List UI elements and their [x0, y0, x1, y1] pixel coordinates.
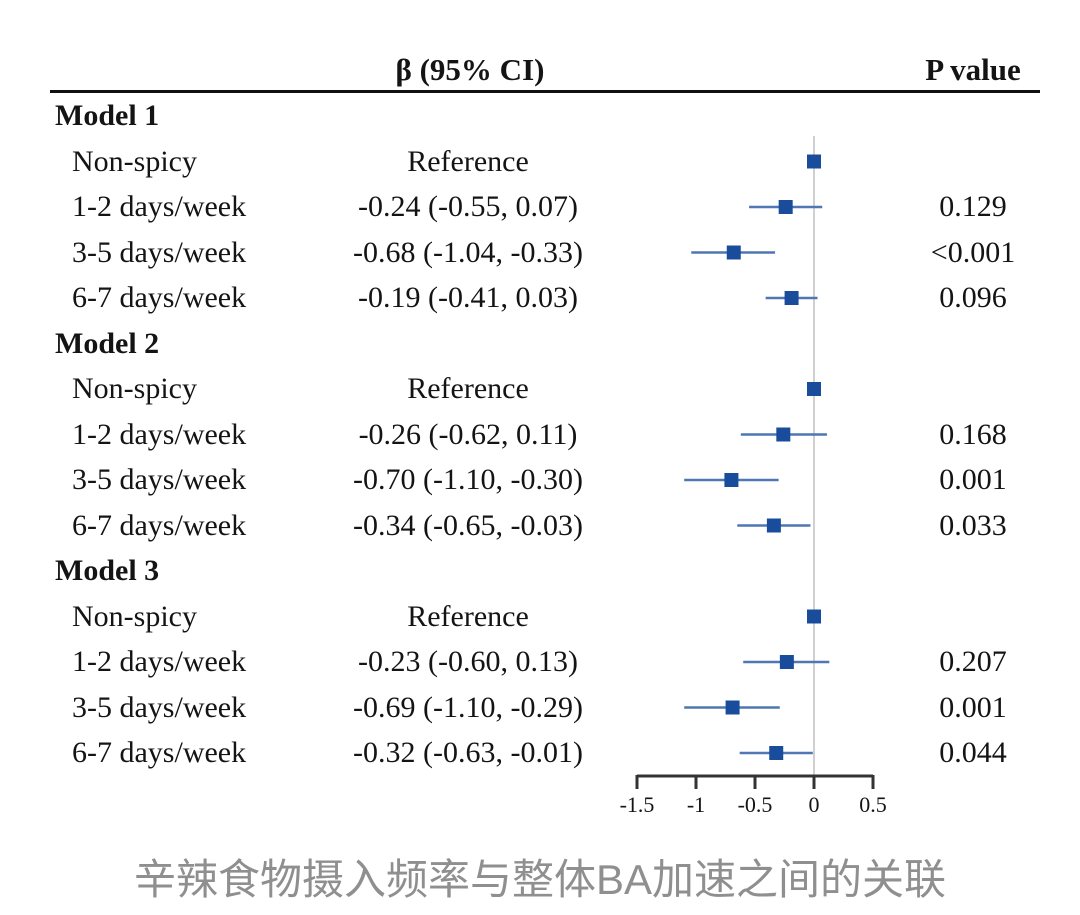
table-row: Non-spicy Reference	[0, 139, 1080, 185]
beta-ci-value: -0.32 (-0.63, -0.01)	[353, 736, 583, 769]
beta-ci-value: Reference	[407, 144, 529, 178]
figure-caption: 辛辣食物摄入频率与整体BA加速之间的关联	[133, 856, 947, 903]
beta-ci-value: Reference	[407, 599, 529, 633]
table-row: Non-spicy Reference	[0, 594, 1080, 640]
row-label: 1-2 days/week	[72, 645, 247, 678]
group-label: Model 1	[55, 99, 160, 132]
beta-ci-value: -0.34 (-0.65, -0.03)	[353, 508, 583, 542]
p-value: 0.033	[939, 508, 1007, 542]
row-label: 6-7 days/week	[72, 508, 247, 542]
row-label: 3-5 days/week	[72, 690, 247, 724]
p-value: 0.168	[939, 417, 1007, 451]
table-row: 6-7 days/week -0.19 (-0.41, 0.03) 0.096	[0, 275, 1080, 321]
row-label: 3-5 days/week	[72, 235, 247, 269]
column-header-p-value: P value	[925, 52, 1021, 87]
table-row: 6-7 days/week -0.32 (-0.63, -0.01) 0.044	[0, 730, 1080, 776]
row-label: 3-5 days/week	[72, 463, 247, 496]
beta-ci-value: -0.69 (-1.10, -0.29)	[353, 690, 583, 724]
column-header-beta-ci: β (95% CI)	[395, 52, 545, 87]
row-label: Non-spicy	[72, 144, 197, 178]
table-row: 1-2 days/week -0.24 (-0.55, 0.07) 0.129	[0, 184, 1080, 230]
row-label: Non-spicy	[72, 372, 197, 405]
row-label: 1-2 days/week	[72, 417, 247, 451]
beta-ci-value: -0.23 (-0.60, 0.13)	[358, 645, 578, 678]
table-row: 6-7 days/week -0.34 (-0.65, -0.03) 0.033	[0, 503, 1080, 549]
table-row: 3-5 days/week -0.70 (-1.10, -0.30) 0.001	[0, 457, 1080, 503]
row-label: 6-7 days/week	[72, 736, 247, 769]
beta-ci-value: -0.70 (-1.10, -0.30)	[353, 463, 583, 496]
group-label: Model 3	[55, 554, 160, 587]
table-row: 3-5 days/week -0.69 (-1.10, -0.29) 0.001	[0, 685, 1080, 731]
p-value: 0.001	[939, 690, 1007, 724]
header-rule	[50, 90, 1040, 93]
p-value: 0.207	[939, 645, 1007, 678]
table-row: Non-spicy Reference	[0, 366, 1080, 412]
table-row: 1-2 days/week -0.26 (-0.62, 0.11) 0.168	[0, 412, 1080, 458]
group-label: Model 2	[55, 326, 160, 360]
row-label: Non-spicy	[72, 599, 197, 633]
p-value: 0.096	[939, 281, 1007, 314]
group-header-row: Model 2	[0, 321, 1080, 367]
p-value: <0.001	[930, 235, 1016, 269]
beta-ci-value: -0.19 (-0.41, 0.03)	[358, 281, 578, 314]
group-header-row: Model 3	[0, 548, 1080, 594]
p-value: 0.129	[939, 190, 1007, 223]
beta-ci-value: -0.26 (-0.62, 0.11)	[358, 417, 578, 451]
p-value: 0.044	[939, 736, 1007, 769]
beta-ci-value: -0.24 (-0.55, 0.07)	[358, 190, 578, 223]
table-row: 3-5 days/week -0.68 (-1.04, -0.33) <0.001	[0, 230, 1080, 276]
row-label: 1-2 days/week	[72, 190, 247, 223]
row-label: 6-7 days/week	[72, 281, 247, 314]
table-row: 1-2 days/week -0.23 (-0.60, 0.13) 0.207	[0, 639, 1080, 685]
p-value: 0.001	[939, 463, 1007, 496]
beta-ci-value: Reference	[407, 372, 529, 405]
group-header-row: Model 1	[0, 93, 1080, 139]
beta-ci-value: -0.68 (-1.04, -0.33)	[353, 235, 583, 269]
